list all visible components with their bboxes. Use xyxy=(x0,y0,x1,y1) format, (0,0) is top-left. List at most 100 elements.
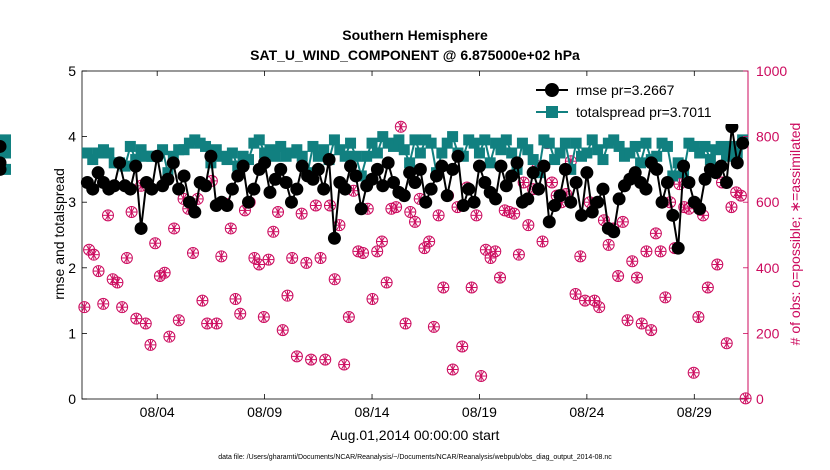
obs-point xyxy=(739,392,752,405)
totalspread-point xyxy=(339,150,351,162)
obs-possible-marker xyxy=(83,243,96,256)
rmse-point xyxy=(199,179,213,193)
totalspread-point xyxy=(130,154,142,166)
obs-possible-marker xyxy=(475,370,488,383)
obs-point xyxy=(267,225,280,238)
obs-possible-marker xyxy=(92,265,105,278)
y2-tick-label: 800 xyxy=(756,129,780,145)
obs-possible-marker xyxy=(489,245,502,258)
obs-point xyxy=(120,251,133,264)
totalspread-point xyxy=(592,144,604,156)
obs-possible-marker xyxy=(701,281,714,294)
obs-point xyxy=(101,209,114,222)
totalspread-point xyxy=(275,140,287,152)
obs-point xyxy=(437,281,450,294)
axes-frame xyxy=(81,70,749,400)
obs-point xyxy=(456,340,469,353)
obs-point xyxy=(253,258,266,271)
obs-possible-marker xyxy=(536,235,549,248)
rmse-point xyxy=(370,162,384,176)
rmse-point xyxy=(472,159,486,173)
totalspread-point xyxy=(559,137,571,149)
totalspread-point xyxy=(506,147,518,159)
totalspread-point xyxy=(468,137,480,149)
obs-point xyxy=(234,307,247,320)
obs-possible-marker xyxy=(588,294,601,307)
rmse-point xyxy=(478,176,492,190)
obs-possible-marker xyxy=(144,338,157,351)
rmse-point xyxy=(86,182,100,196)
obs-possible-marker xyxy=(621,314,634,327)
rmse-series xyxy=(0,120,750,255)
x-tick-label: 08/19 xyxy=(462,404,497,420)
obs-point xyxy=(92,265,105,278)
rmse-point xyxy=(521,192,535,206)
rmse-point xyxy=(591,195,605,209)
obs-possible-marker xyxy=(290,350,303,363)
obs-possible-marker xyxy=(574,250,587,263)
obs-possible-marker xyxy=(281,289,294,302)
x-tick-label: 08/24 xyxy=(569,404,604,420)
rmse-point xyxy=(247,182,261,196)
obs-possible-marker xyxy=(120,251,133,264)
obs-point xyxy=(612,270,625,282)
totalspread-point xyxy=(688,140,700,152)
obs-possible-marker xyxy=(375,235,388,248)
obs-point xyxy=(290,350,303,363)
y-tick-label: 5 xyxy=(68,63,76,79)
rmse-point xyxy=(532,182,546,196)
obs-possible-marker xyxy=(427,320,440,333)
obs-point xyxy=(470,209,483,222)
totalspread-point xyxy=(0,134,11,146)
rmse-point xyxy=(408,176,422,190)
rmse-point xyxy=(596,182,610,196)
totalspread-point xyxy=(87,154,99,166)
rmse-point xyxy=(0,139,7,153)
rmse-point xyxy=(161,172,175,186)
rmse-point xyxy=(403,166,417,180)
obs-point xyxy=(394,120,407,133)
rmse-point xyxy=(268,172,282,186)
obs-possible-marker xyxy=(631,271,643,284)
obs-point xyxy=(357,247,370,260)
obs-point xyxy=(201,317,214,330)
y-axis-label: rmse and totalspread xyxy=(51,168,67,300)
obs-possible-marker xyxy=(659,291,672,304)
obs-point xyxy=(692,311,705,323)
totalspread-point xyxy=(371,147,383,159)
totalspread-point xyxy=(264,144,276,156)
obs-point xyxy=(659,291,672,304)
obs-possible-marker xyxy=(125,206,138,219)
obs-possible-marker xyxy=(432,209,445,222)
totalspread-point xyxy=(345,137,357,149)
totalspread-point xyxy=(731,147,743,159)
obs-possible-marker xyxy=(257,311,270,323)
totalspread-point xyxy=(549,154,561,166)
rmse-point xyxy=(317,182,331,196)
y2-tick-label: 400 xyxy=(756,260,780,276)
rmse-point xyxy=(349,169,363,183)
obs-point xyxy=(725,201,738,214)
obs-point xyxy=(281,289,294,302)
obs-point xyxy=(111,276,124,289)
legend-rmse-label: rmse pr=3.2667 xyxy=(576,82,675,98)
rmse-point xyxy=(730,156,744,170)
rmse-point xyxy=(327,231,341,245)
legend-rmse-marker xyxy=(545,83,559,97)
obs-possible-marker xyxy=(446,363,459,376)
y-tick-label: 1 xyxy=(68,325,76,341)
obs-point xyxy=(593,301,606,314)
obs-point xyxy=(626,255,639,268)
obs-point xyxy=(323,199,336,212)
obs-possible-marker xyxy=(616,215,629,228)
rmse-point xyxy=(279,176,293,190)
obs-possible-marker xyxy=(309,199,322,212)
obs-point xyxy=(130,312,143,325)
obs-point xyxy=(508,207,521,220)
obs-point xyxy=(149,237,162,250)
obs-possible-marker xyxy=(111,276,124,289)
obs-possible-marker xyxy=(87,248,100,261)
totalspread-point xyxy=(586,134,598,146)
rmse-point xyxy=(236,159,250,173)
rmse-point xyxy=(429,169,443,183)
